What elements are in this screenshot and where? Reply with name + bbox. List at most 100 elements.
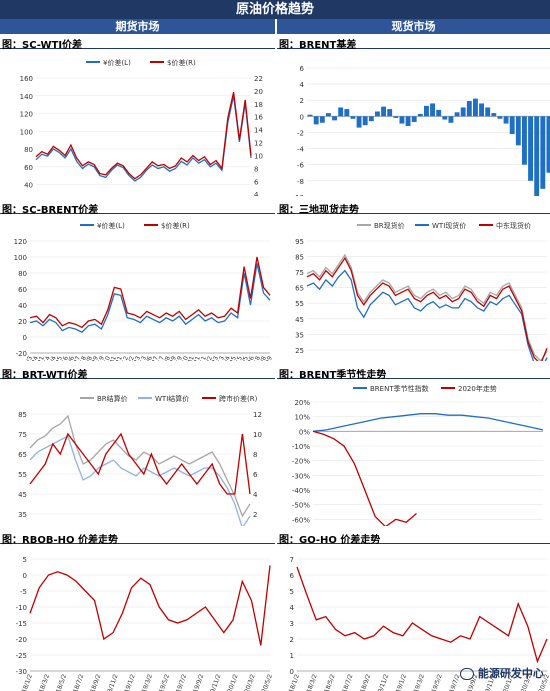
bar (423, 105, 429, 117)
legend-label: BRENT季节性指数 (370, 384, 429, 393)
legend-label: 跨市价差(R) (219, 394, 258, 403)
chart-sc-brent: 图：SC-BRENT价差-200204060801001201/31/242/2… (0, 201, 275, 361)
x-tick-label: 2019/3/2 (138, 673, 154, 691)
y-tick-label: -15 (16, 620, 27, 628)
bar (515, 116, 521, 146)
chart-spot3: 图：三地现货走势51525354555657585955/37/39/311/3… (277, 201, 550, 361)
bar (491, 113, 497, 117)
x-tick-label: 2019/5/2 (428, 673, 444, 691)
y-tick-label: 5 (23, 556, 27, 564)
y-tick-label: -30% (292, 472, 310, 480)
y-right-tick-label: 16 (254, 114, 263, 122)
x-tick-label: 2019/1/2 (392, 673, 408, 691)
y-tick-label: 1 (290, 652, 294, 660)
bar (374, 111, 380, 117)
futures-header: 期货市场 (0, 19, 275, 34)
x-tick-label: 2019/9/2 (190, 673, 206, 691)
bar (313, 116, 319, 125)
chart-brent: 图：BRENT基差6420-2-4-6-8-10-125/37/39/311/3… (277, 36, 550, 196)
bar (546, 116, 550, 173)
bar (387, 109, 393, 117)
chart-title: 图：GO-HO 价差走势 (279, 535, 381, 546)
chart-title: 图：SC-BRENT价差 (2, 205, 99, 216)
bar (497, 116, 503, 119)
legend-label: 中东现货价 (496, 221, 531, 230)
y-tick-label: -10 (293, 194, 304, 196)
bar (442, 116, 448, 120)
y-right-tick-label: 22 (254, 75, 263, 83)
legend-label: BR现货价 (374, 221, 405, 230)
x-tick-label: 2020/1/2 (224, 673, 240, 691)
legend-label: ¥价差(L) (97, 221, 125, 230)
x-tick-label: 8/29 (89, 355, 100, 361)
y-tick-label: -5 (20, 588, 27, 596)
bar (399, 116, 405, 124)
series-line (29, 565, 271, 646)
bar (393, 116, 399, 118)
x-tick-label: 4/29 (263, 355, 274, 361)
series-line (312, 430, 417, 526)
bar (307, 114, 313, 117)
x-tick-label: 2/26 (245, 355, 256, 361)
y-tick-label: 3 (290, 620, 294, 628)
x-tick-label: 2018/3/2 (303, 673, 319, 691)
bar (509, 116, 515, 135)
wechat-icon (460, 668, 474, 680)
y-tick-label: 7 (290, 556, 294, 564)
series-line (306, 256, 548, 361)
x-tick-label: 2018/7/2 (339, 673, 355, 691)
y-tick-label: -10% (292, 443, 310, 451)
bar (356, 116, 362, 128)
y-tick-label: 100 (20, 128, 33, 136)
y-tick-label: -50% (292, 502, 310, 510)
x-tick-label: 3/27 (149, 355, 160, 361)
series-line (29, 256, 271, 329)
y-right-tick-label: 6 (253, 471, 258, 479)
x-tick-label: 11/21 (111, 355, 124, 361)
bar (521, 116, 527, 165)
series-line (29, 435, 251, 526)
bar (503, 116, 509, 124)
series-line (29, 414, 251, 518)
x-tick-label: 2018/7/2 (70, 673, 86, 691)
legend-label: WTI结算价 (155, 394, 189, 403)
x-tick-label: 6/6 (66, 355, 76, 361)
bar (528, 116, 534, 181)
x-tick-label: 2018/11/2 (102, 673, 119, 691)
x-tick-label: 2019/3/2 (410, 673, 426, 691)
y-tick-label: 0 (300, 113, 304, 121)
x-tick-label: 2/13 (137, 355, 148, 361)
x-tick-label: 6/19 (173, 355, 184, 361)
y-tick-label: 80 (24, 146, 33, 154)
series-line (312, 413, 544, 432)
bar (325, 113, 331, 117)
bar (405, 116, 411, 126)
chart-brent-seasonal: 图：BRENT季节性走势 20% 10% 0% -10% -20% -30% -40% -50%… (277, 366, 550, 526)
y-tick-label: -25 (16, 652, 27, 660)
x-tick-label: 1/23 (131, 355, 142, 361)
y-tick-label: 25 (295, 347, 304, 355)
y-tick-label: 65 (18, 451, 27, 459)
bar (472, 98, 478, 117)
bar (362, 116, 368, 126)
chart-svg: 0204060801001201401600246810121416182022… (20, 58, 264, 196)
legend-label: WTI现货价 (432, 221, 466, 230)
x-tick-label: 2/21 (35, 355, 46, 361)
y-tick-label: -40% (292, 487, 310, 495)
y-tick-label: 55 (18, 471, 27, 479)
x-tick-label: 2018/5/2 (321, 673, 337, 691)
y-right-tick-label: 8 (253, 451, 257, 459)
y-right-tick-label: 10 (254, 152, 263, 160)
chart-title: 图：SC-WTI价差 (2, 40, 83, 51)
x-tick-label: 4/25 (53, 355, 64, 361)
y-right-tick-label: 4 (254, 191, 259, 196)
y-tick-label: -2 (297, 129, 304, 137)
y-tick-label: 85 (18, 411, 27, 419)
y-right-tick-label: 12 (253, 411, 262, 419)
legend-label: BR结算价 (97, 394, 128, 403)
bar (368, 116, 374, 122)
legend-label: 2020年走势 (458, 384, 497, 393)
y-tick-label: 35 (295, 331, 304, 339)
x-tick-label: 4/17 (155, 355, 166, 361)
